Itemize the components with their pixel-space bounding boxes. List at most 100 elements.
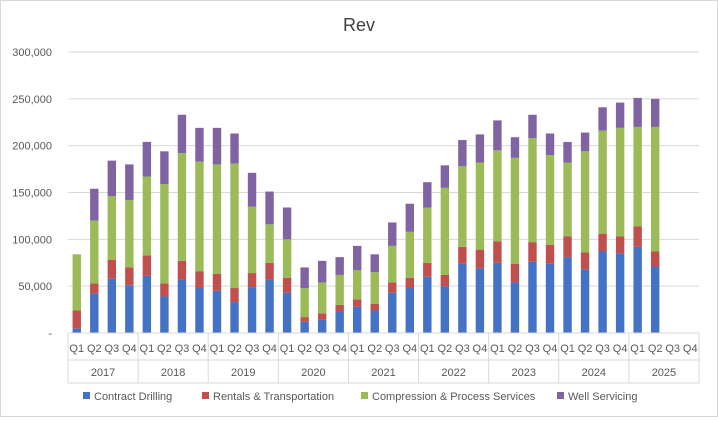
bar-segment bbox=[317, 313, 327, 320]
bar-segment bbox=[90, 283, 99, 294]
bar-segment bbox=[615, 102, 625, 128]
bar-segment bbox=[107, 278, 117, 333]
bar-segment bbox=[160, 283, 169, 297]
bar-segment bbox=[650, 126, 660, 252]
bar-segment bbox=[300, 317, 309, 322]
bar-segment bbox=[388, 292, 397, 333]
bar-segment bbox=[615, 236, 625, 254]
bar-segment bbox=[580, 252, 590, 270]
bar-segment bbox=[615, 127, 625, 237]
bar-segment bbox=[440, 187, 450, 275]
bar-segment bbox=[405, 203, 414, 232]
bar-segment bbox=[125, 199, 134, 268]
bar-segment bbox=[142, 176, 152, 256]
bar-segment bbox=[335, 304, 344, 312]
bar-segment bbox=[633, 97, 642, 127]
x-tick-label: Q4 bbox=[332, 343, 347, 355]
year-label: 2024 bbox=[582, 367, 606, 379]
bar-segment bbox=[317, 282, 327, 314]
x-tick-label: Q2 bbox=[227, 343, 242, 355]
bar-segment bbox=[493, 120, 502, 151]
bar-segment bbox=[493, 150, 502, 242]
x-tick-label: Q1 bbox=[350, 343, 365, 355]
x-tick-label: Q3 bbox=[245, 343, 260, 355]
legend-label: Compression & Process Services bbox=[372, 391, 536, 403]
bar-segment bbox=[510, 137, 520, 158]
x-tick-label: Q4 bbox=[473, 343, 488, 355]
bar-segment bbox=[160, 151, 169, 185]
bar-segment bbox=[265, 262, 274, 280]
bar-segment bbox=[528, 261, 537, 333]
bar-segment bbox=[160, 296, 169, 333]
bar-segment bbox=[212, 273, 222, 291]
bar-segment bbox=[633, 126, 642, 227]
bar-segment bbox=[300, 321, 309, 333]
x-tick-label: Q4 bbox=[402, 343, 417, 355]
x-tick-label: Q3 bbox=[665, 343, 680, 355]
x-tick-label: Q4 bbox=[122, 343, 137, 355]
legend-label: Rentals & Transportation bbox=[213, 391, 334, 403]
bar-segment bbox=[545, 244, 555, 264]
chart-title: Rev bbox=[343, 15, 375, 35]
bar-segment bbox=[90, 293, 99, 333]
year-label: 2019 bbox=[231, 367, 255, 379]
bar-segment bbox=[580, 151, 590, 253]
legend-swatch bbox=[83, 392, 90, 399]
bar-segment bbox=[230, 288, 239, 303]
bar-segment bbox=[107, 196, 117, 260]
bar-segment bbox=[177, 153, 187, 261]
bar-segment bbox=[510, 282, 520, 333]
x-tick-label: Q2 bbox=[367, 343, 382, 355]
bar-segment bbox=[405, 288, 414, 333]
bar-segment bbox=[563, 162, 572, 237]
legend-label: Well Servicing bbox=[568, 391, 638, 403]
bar-segment bbox=[142, 141, 152, 177]
bar-segment bbox=[563, 236, 572, 258]
bar-segment bbox=[107, 160, 117, 197]
bar-segment bbox=[370, 254, 379, 273]
bar-segment bbox=[300, 267, 309, 289]
bar-segment bbox=[440, 286, 450, 333]
bar-segment bbox=[335, 274, 344, 305]
bar-segment bbox=[160, 184, 169, 284]
y-tick-label: - bbox=[48, 328, 52, 340]
bar-segment bbox=[125, 267, 134, 286]
year-label: 2022 bbox=[441, 367, 465, 379]
bar-segment bbox=[615, 253, 625, 333]
bar-segment bbox=[247, 273, 257, 288]
bar-segment bbox=[212, 127, 222, 165]
bar-segment bbox=[440, 274, 450, 287]
year-label: 2020 bbox=[301, 367, 325, 379]
bar-segment bbox=[423, 276, 432, 333]
y-tick-label: 100,000 bbox=[12, 234, 52, 246]
bar-segment bbox=[563, 141, 572, 163]
bar-segment bbox=[475, 249, 485, 269]
x-tick-label: Q3 bbox=[455, 343, 470, 355]
bar-segment bbox=[177, 114, 187, 154]
bar-segment bbox=[177, 279, 187, 333]
bar-segment bbox=[125, 285, 134, 333]
year-label: 2021 bbox=[371, 367, 395, 379]
bar-segment bbox=[458, 140, 467, 167]
x-tick-label: Q1 bbox=[69, 343, 84, 355]
bar-segment bbox=[580, 132, 590, 152]
year-label: 2017 bbox=[91, 367, 115, 379]
bar-segment bbox=[475, 268, 485, 333]
x-tick-label: Q3 bbox=[175, 343, 190, 355]
x-tick-label: Q4 bbox=[683, 343, 698, 355]
bar-segment bbox=[458, 263, 467, 333]
bar-segment bbox=[633, 226, 642, 247]
bar-segment bbox=[353, 306, 362, 333]
x-axis: Q1 Q2 Q3 Q4 Q1 Q2 Q3 Q4 Q1 Q2 Q3 Q4 Q1 Q2 Q3 Q4 Q1 Q2 Q3 Q4… bbox=[67, 332, 700, 384]
bar-segment bbox=[528, 242, 537, 262]
bar-segment bbox=[598, 130, 607, 234]
bar-segment bbox=[650, 251, 660, 267]
bar-segment bbox=[230, 133, 239, 164]
bar-segment bbox=[195, 288, 204, 333]
bar-segment bbox=[440, 165, 450, 188]
y-tick-label: 250,000 bbox=[12, 94, 52, 106]
bar-segment bbox=[598, 233, 607, 252]
y-tick-label: 50,000 bbox=[18, 281, 52, 293]
x-tick-label: Q4 bbox=[543, 343, 558, 355]
